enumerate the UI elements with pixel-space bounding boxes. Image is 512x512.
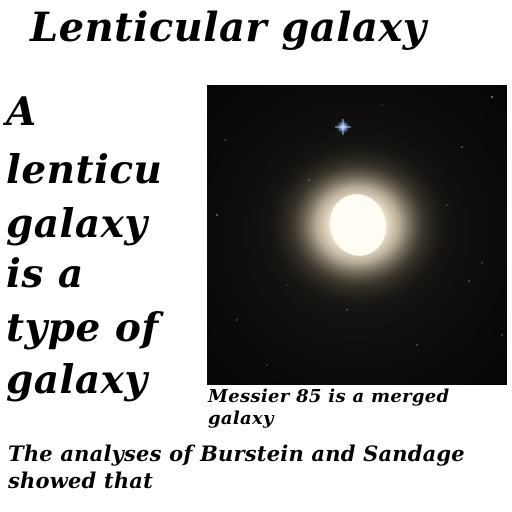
body-paragraph: The analyses of Burstein and Sandage sho… — [8, 441, 465, 493]
lead-line-2: lenticu — [6, 147, 163, 193]
image-caption: Messier 85 is a merged galaxy — [208, 386, 450, 429]
background-stars — [216, 96, 503, 366]
galaxy-photo — [207, 85, 507, 385]
lead-text-column: A lenticu galaxy is a type of galaxy — [0, 80, 203, 420]
lead-line-4: is a — [6, 251, 84, 297]
galaxy-core — [329, 194, 387, 256]
lead-line-3: galaxy — [6, 201, 148, 247]
lead-line-1: A — [6, 89, 37, 135]
lead-line-6: galaxy — [6, 357, 148, 403]
page-title: Lenticular galaxy — [30, 4, 427, 51]
lead-line-5: type of — [6, 305, 159, 351]
galaxy-photo-svg — [207, 85, 507, 385]
